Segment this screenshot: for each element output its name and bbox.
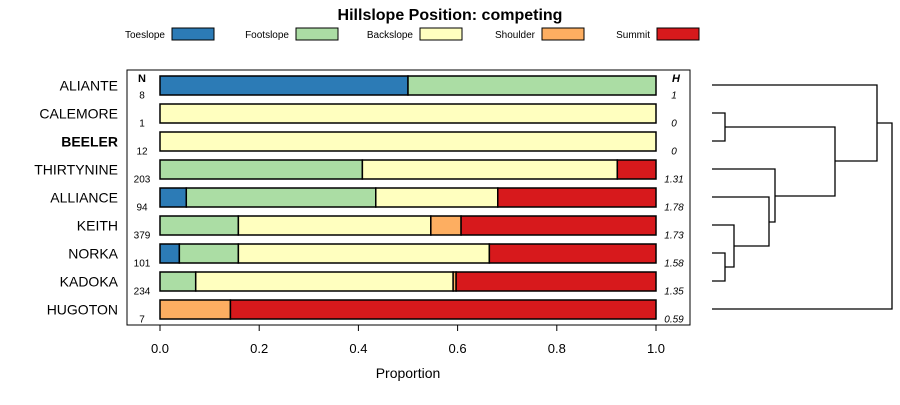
legend-label: Toeslope — [125, 30, 165, 41]
h-value: 0 — [671, 147, 677, 158]
h-value: 1.78 — [664, 203, 684, 214]
n-value: 8 — [139, 91, 145, 102]
x-axis-label: Proportion — [376, 365, 441, 381]
category-label: ALIANTE — [60, 78, 118, 94]
legend: Toeslope Footslope Backslope Shoulder Summit — [125, 27, 700, 41]
category-label: KADOKA — [60, 274, 119, 290]
dendrogram-branch — [712, 84, 878, 162]
plot-panel — [126, 69, 691, 326]
n-value: 101 — [134, 259, 151, 270]
n-value: 203 — [134, 175, 151, 186]
legend-label: Summit — [616, 30, 650, 41]
h-value: 1.35 — [664, 287, 684, 298]
bar-segment-summit — [455, 271, 657, 292]
bar-segment-summit — [488, 243, 657, 264]
bar-segment-backslope — [159, 103, 657, 124]
bar-segment-summit — [616, 159, 657, 180]
category-label: NORKA — [68, 246, 118, 262]
n-value: 379 — [134, 231, 151, 242]
bar-row: KADOKA 234 1.35 — [60, 271, 684, 298]
category-label: KEITH — [77, 218, 118, 234]
legend-swatch — [656, 27, 700, 41]
x-tick-label: 0.6 — [449, 341, 467, 356]
dendrogram-branch — [712, 224, 735, 268]
n-value: 12 — [136, 147, 148, 158]
dendrogram-branch — [712, 252, 726, 282]
legend-swatch — [295, 27, 339, 41]
bar-segment-footslope — [407, 75, 657, 96]
h-header: H — [672, 73, 681, 85]
legend-label: Shoulder — [495, 30, 536, 41]
bar-row: HUGOTON 7 0.59 — [47, 299, 684, 326]
category-label: HUGOTON — [47, 302, 118, 318]
n-header: N — [138, 73, 146, 85]
dendrogram-branch — [725, 126, 836, 197]
category-label: CALEMORE — [39, 106, 118, 122]
bar-segment-footslope — [178, 243, 240, 264]
category-label: THIRTYNINE — [34, 162, 118, 178]
n-value: 94 — [136, 203, 148, 214]
bar-segment-shoulder — [430, 215, 462, 236]
bar-segment-summit — [497, 187, 657, 208]
bar-row: CALEMORE 1 0 — [39, 103, 677, 130]
bar-row: THIRTYNINE 203 1.31 — [34, 159, 684, 186]
bar-segment-shoulder — [159, 299, 232, 320]
bar-segment-footslope — [185, 187, 377, 208]
chart-title: Hillslope Position: competing — [338, 7, 563, 24]
dendrogram-branch — [712, 112, 726, 142]
dendrogram-branch — [712, 196, 770, 247]
n-value: 1 — [139, 119, 145, 130]
category-label: BEELER — [61, 134, 118, 150]
bar-segment-summit — [229, 299, 657, 320]
x-axis: 0.0 0.2 0.4 0.6 0.8 1.0 — [151, 325, 665, 356]
bar-row: KEITH 379 1.73 — [77, 215, 684, 242]
category-label: ALLIANCE — [50, 190, 118, 206]
x-tick-label: 0.8 — [548, 341, 566, 356]
h-value: 0 — [671, 119, 677, 130]
bar-segment-backslope — [361, 159, 619, 180]
x-tick-label: 0.2 — [250, 341, 268, 356]
bar-segment-toeslope — [159, 75, 409, 96]
x-tick-label: 0.4 — [349, 341, 367, 356]
legend-swatch — [541, 27, 585, 41]
x-tick-label: 1.0 — [647, 341, 665, 356]
dendrogram — [712, 84, 893, 310]
n-value: 234 — [134, 287, 151, 298]
x-tick-label: 0.0 — [151, 341, 169, 356]
n-value: 7 — [139, 315, 145, 326]
h-value: 1.73 — [664, 231, 684, 242]
legend-label: Backslope — [367, 30, 414, 41]
bar-row: BEELER 12 0 — [61, 131, 677, 158]
bar-segment-toeslope — [159, 187, 188, 208]
dendrogram-branch — [712, 122, 893, 310]
h-value: 1.58 — [664, 259, 684, 270]
dendrogram-branch — [712, 168, 776, 223]
h-value: 0.59 — [664, 315, 684, 326]
bar-segment-toeslope — [159, 243, 181, 264]
bar-segment-backslope — [194, 271, 454, 292]
bar-segment-footslope — [159, 215, 240, 236]
bar-segment-backslope — [159, 131, 657, 152]
h-value: 1 — [671, 91, 677, 102]
bar-row: ALLIANCE 94 1.78 — [50, 187, 684, 214]
bar-segment-backslope — [237, 215, 432, 236]
bar-row: NORKA 101 1.58 — [68, 243, 684, 270]
bar-segment-backslope — [375, 187, 499, 208]
bar-segment-summit — [460, 215, 657, 236]
bar-row: ALIANTE 8 1 — [60, 75, 677, 102]
bar-segment-backslope — [237, 243, 491, 264]
bar-segment-footslope — [159, 159, 364, 180]
h-value: 1.31 — [664, 175, 683, 186]
legend-swatch — [171, 27, 215, 41]
bar-segment-footslope — [159, 271, 197, 292]
legend-label: Footslope — [245, 30, 289, 41]
legend-swatch — [419, 27, 463, 41]
